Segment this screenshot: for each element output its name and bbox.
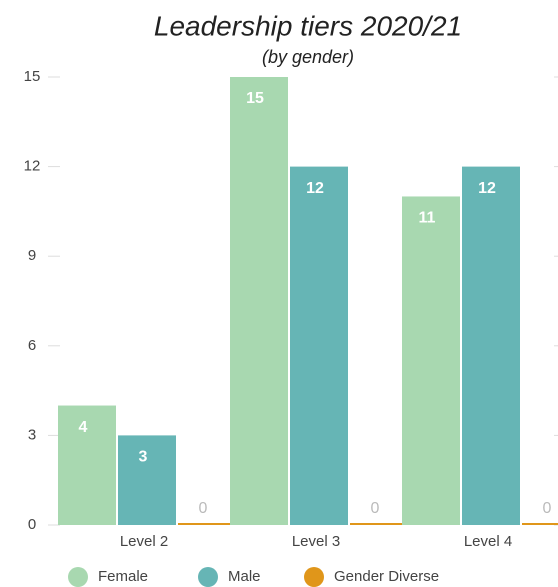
y-tick-label: 12 bbox=[24, 158, 41, 175]
chart-title: Leadership tiers 2020/21 bbox=[154, 10, 462, 41]
bar bbox=[522, 523, 558, 525]
legend-swatch bbox=[304, 567, 324, 587]
data-label: 3 bbox=[139, 449, 148, 466]
data-label: 0 bbox=[543, 500, 552, 517]
y-tick-label: 0 bbox=[28, 516, 36, 533]
legend-swatch bbox=[68, 567, 88, 587]
y-tick-label: 9 bbox=[28, 247, 36, 264]
data-label: 0 bbox=[371, 500, 380, 517]
data-label: 15 bbox=[246, 90, 264, 107]
legend-label: Female bbox=[98, 568, 148, 585]
data-label: 12 bbox=[306, 180, 324, 197]
legend-label: Male bbox=[228, 568, 261, 585]
bar bbox=[402, 196, 460, 525]
x-tick-label: Level 2 bbox=[120, 533, 168, 550]
data-label: 11 bbox=[419, 210, 436, 227]
y-tick-label: 15 bbox=[24, 68, 41, 85]
y-tick-label: 3 bbox=[28, 426, 36, 443]
bar bbox=[118, 435, 176, 525]
bar bbox=[462, 166, 520, 525]
legend-label: Gender Diverse bbox=[334, 568, 439, 585]
y-tick-label: 6 bbox=[28, 337, 36, 354]
data-label: 0 bbox=[199, 500, 208, 517]
bar bbox=[350, 523, 408, 525]
legend-swatch bbox=[198, 567, 218, 587]
x-tick-label: Level 3 bbox=[292, 533, 340, 550]
chart-subtitle: (by gender) bbox=[262, 47, 354, 67]
bar bbox=[290, 166, 348, 525]
data-label: 12 bbox=[478, 180, 496, 197]
bar bbox=[230, 77, 288, 525]
data-label: 4 bbox=[79, 419, 88, 436]
x-tick-label: Level 4 bbox=[464, 533, 512, 550]
bar bbox=[58, 405, 116, 525]
bar bbox=[178, 523, 236, 525]
